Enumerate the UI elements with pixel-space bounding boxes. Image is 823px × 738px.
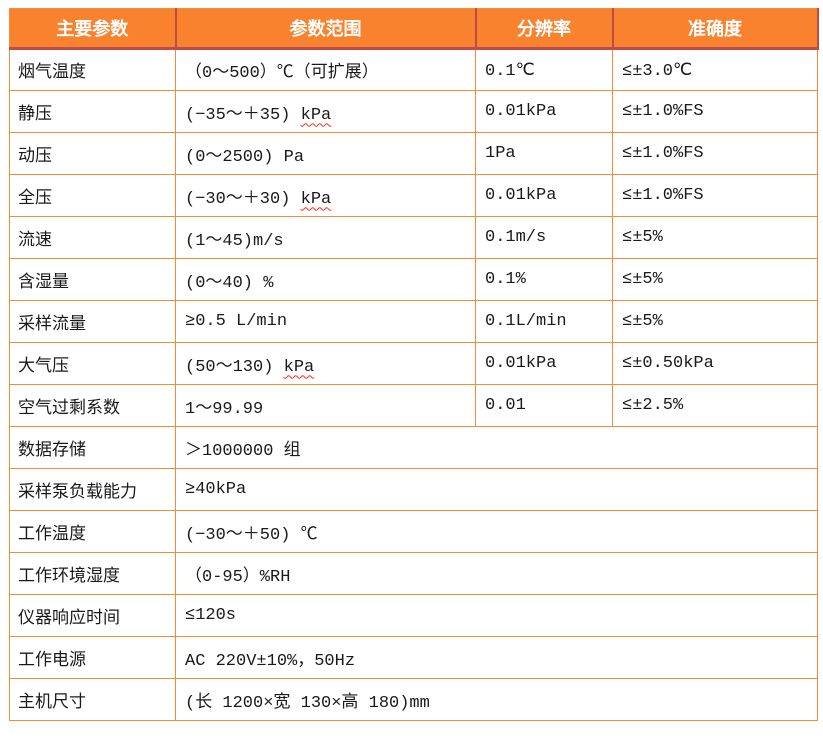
param-cell: 主机尺寸	[9, 678, 176, 721]
param-cell: 大气压	[9, 342, 176, 385]
range-text: (1～45)m/s	[185, 231, 284, 251]
resolution-cell: 0.01kPa	[475, 342, 613, 385]
range-cell: AC 220V±10%，50Hz	[175, 636, 818, 679]
range-text: ≥0.5 L/min	[185, 312, 288, 331]
accuracy-cell: ≤±5%	[612, 300, 818, 343]
range-cell: (−30～＋50) ℃	[175, 510, 818, 553]
table-row: 数据存储 ＞1000000 组	[9, 426, 818, 469]
param-cell: 空气过剩系数	[9, 384, 176, 427]
range-cell: ＞1000000 组	[175, 426, 818, 469]
table-body: 烟气温度 （0～500）℃（可扩展） 0.1℃ ≤±3.0℃ 静压 (−35～＋35) k…	[9, 48, 818, 721]
accuracy-cell: ≤±0.50kPa	[612, 342, 818, 385]
range-text: ＞1000000 组	[185, 441, 301, 461]
table-row: 采样泵负载能力 ≥40kPa	[9, 468, 818, 511]
range-cell: 1～99.99	[175, 384, 476, 427]
resolution-cell: 1Pa	[475, 132, 613, 175]
table-row: 主机尺寸 (长 1200×宽 130×高 180)mm	[9, 678, 818, 721]
param-cell: 静压	[9, 90, 176, 133]
table-row: 仪器响应时间 ≤120s	[9, 594, 818, 637]
header-cell-param-range: 参数范围	[174, 8, 476, 50]
resolution-cell: 0.1%	[475, 258, 613, 301]
range-cell: (0～2500) Pa	[175, 132, 476, 175]
table-row: 静压 (−35～＋35) kPa 0.01kPa ≤±1.0%FS	[9, 90, 818, 133]
table-row: 工作环境湿度 （0-95）%RH	[9, 552, 818, 595]
range-text: (−30～＋30)	[185, 189, 301, 209]
accuracy-cell: ≤±2.5%	[612, 384, 818, 427]
range-cell: ≥40kPa	[175, 468, 818, 511]
param-cell: 流速	[9, 216, 176, 259]
param-cell: 工作温度	[9, 510, 176, 553]
table-row: 含湿量 (0～40) % 0.1% ≤±5%	[9, 258, 818, 301]
accuracy-cell: ≤±1.0%FS	[612, 174, 818, 217]
range-text: （0-95）%RH	[185, 567, 291, 587]
header-cell-resolution: 分辨率	[474, 8, 613, 50]
range-cell: (−35～＋35) kPa	[175, 90, 476, 133]
range-cell: （0-95）%RH	[175, 552, 818, 595]
resolution-cell: 0.01kPa	[475, 174, 613, 217]
table-row: 全压 (−30～＋30) kPa 0.01kPa ≤±1.0%FS	[9, 174, 818, 217]
param-cell: 动压	[9, 132, 176, 175]
resolution-cell: 0.01kPa	[475, 90, 613, 133]
param-cell: 含湿量	[9, 258, 176, 301]
range-text: (长 1200×宽 130×高 180)mm	[185, 693, 430, 713]
table-row: 采样流量 ≥0.5 L/min 0.1L/min ≤±5%	[9, 300, 818, 343]
accuracy-cell: ≤±1.0%FS	[612, 132, 818, 175]
param-cell: 工作电源	[9, 636, 176, 679]
accuracy-cell: ≤±5%	[612, 258, 818, 301]
resolution-cell: 0.1L/min	[475, 300, 613, 343]
range-text: (−35～＋35)	[185, 105, 301, 125]
range-text: AC 220V±10%，50Hz	[185, 651, 356, 671]
range-text: (0～40) %	[185, 273, 274, 293]
range-text: 1～99.99	[185, 399, 264, 419]
param-cell: 仪器响应时间	[9, 594, 176, 637]
param-cell: 烟气温度	[9, 48, 176, 91]
table-row: 流速 (1～45)m/s 0.1m/s ≤±5%	[9, 216, 818, 259]
misspell-underline: kPa	[300, 189, 332, 209]
resolution-cell: 0.1m/s	[475, 216, 613, 259]
range-text: (0～2500) Pa	[185, 147, 305, 167]
range-cell: (长 1200×宽 130×高 180)mm	[175, 678, 818, 721]
header-cell-main-param: 主要参数	[9, 8, 176, 50]
range-cell: ≤120s	[175, 594, 818, 637]
range-cell: (50～130) kPa	[175, 342, 476, 385]
range-cell: (1～45)m/s	[175, 216, 476, 259]
table-row: 工作温度 (−30～＋50) ℃	[9, 510, 818, 553]
range-cell: (0～40) %	[175, 258, 476, 301]
param-cell: 全压	[9, 174, 176, 217]
header-cell-accuracy: 准确度	[611, 8, 819, 50]
range-cell: （0～500）℃（可扩展）	[175, 48, 476, 91]
spec-table: 主要参数 参数范围 分辨率 准确度 烟气温度 （0～500）℃（可扩展） 0.1℃ ≤…	[9, 8, 819, 721]
accuracy-cell: ≤±3.0℃	[612, 48, 818, 91]
range-text: ≤120s	[185, 606, 237, 625]
table-row: 工作电源 AC 220V±10%，50Hz	[9, 636, 818, 679]
table-header-row: 主要参数 参数范围 分辨率 准确度	[9, 8, 819, 50]
param-cell: 数据存储	[9, 426, 176, 469]
range-cell: ≥0.5 L/min	[175, 300, 476, 343]
table-row: 空气过剩系数 1～99.99 0.01 ≤±2.5%	[9, 384, 818, 427]
range-text: (−30～＋50) ℃	[185, 525, 318, 545]
resolution-cell: 0.01	[475, 384, 613, 427]
accuracy-cell: ≤±1.0%FS	[612, 90, 818, 133]
misspell-underline: kPa	[283, 357, 315, 377]
table-row: 动压 (0～2500) Pa 1Pa ≤±1.0%FS	[9, 132, 818, 175]
table-row: 烟气温度 （0～500）℃（可扩展） 0.1℃ ≤±3.0℃	[9, 48, 818, 91]
accuracy-cell: ≤±5%	[612, 216, 818, 259]
range-cell: (−30～＋30) kPa	[175, 174, 476, 217]
param-cell: 采样流量	[9, 300, 176, 343]
range-text: (50～130)	[185, 357, 284, 377]
range-text: （0～500）℃（可扩展）	[185, 64, 379, 83]
resolution-cell: 0.1℃	[475, 48, 613, 91]
table-row: 大气压 (50～130) kPa 0.01kPa ≤±0.50kPa	[9, 342, 818, 385]
range-text: ≥40kPa	[185, 480, 247, 499]
param-cell: 采样泵负载能力	[9, 468, 176, 511]
param-cell: 工作环境湿度	[9, 552, 176, 595]
misspell-underline: kPa	[300, 105, 332, 125]
